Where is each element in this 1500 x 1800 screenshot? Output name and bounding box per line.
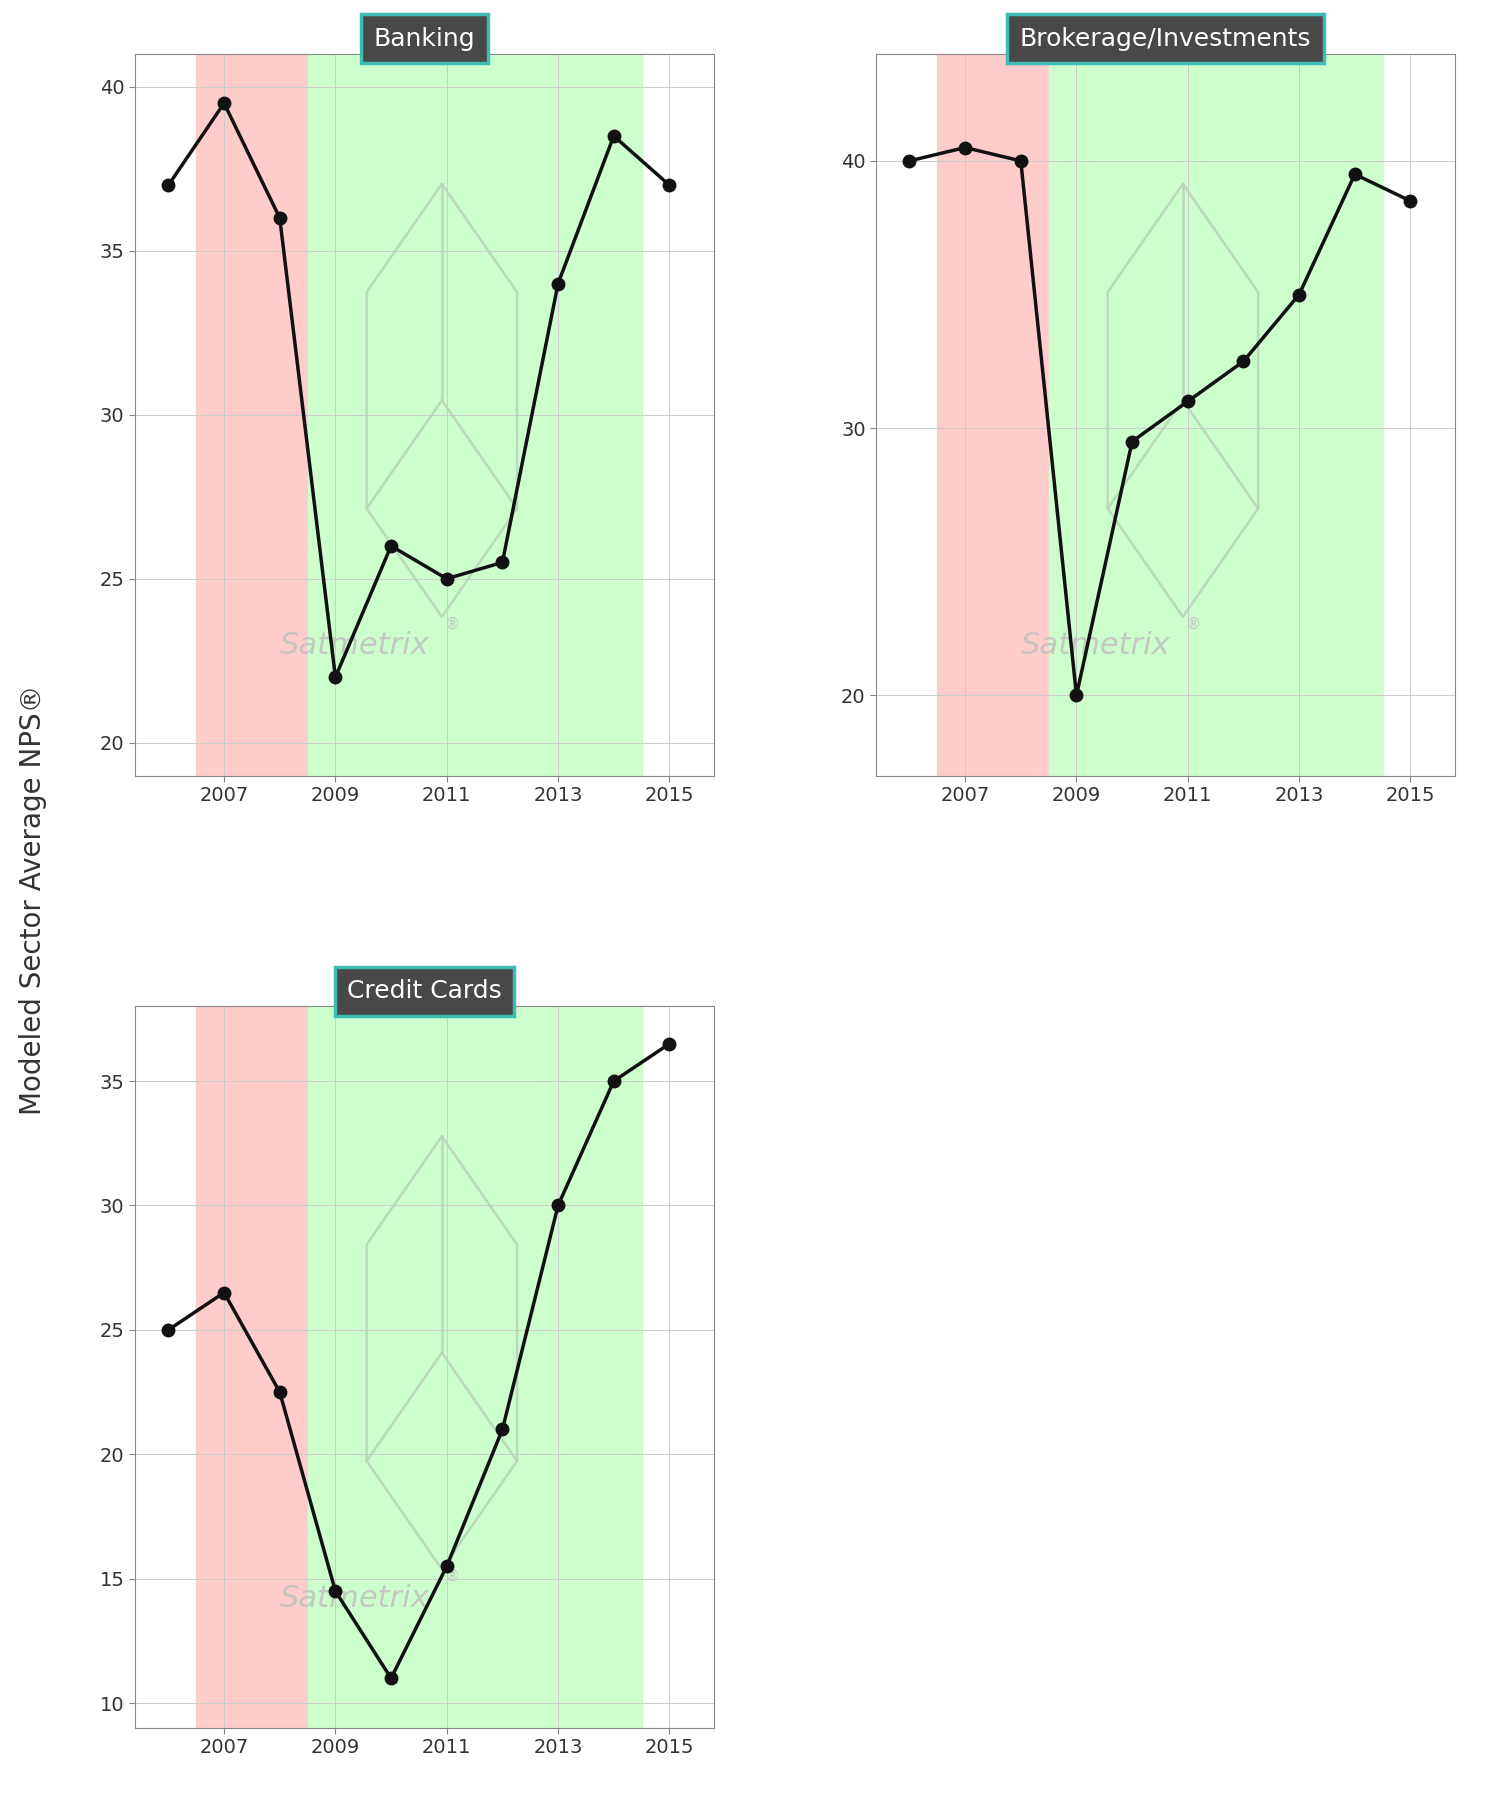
Bar bbox=[308, 54, 642, 776]
Title: Credit Cards: Credit Cards bbox=[346, 979, 502, 1003]
Text: Satmetrix: Satmetrix bbox=[1022, 632, 1172, 661]
Title: Banking: Banking bbox=[374, 27, 476, 50]
Text: ®: ® bbox=[1186, 617, 1202, 632]
Bar bbox=[938, 54, 1048, 776]
Title: Brokerage/Investments: Brokerage/Investments bbox=[1020, 27, 1311, 50]
Bar bbox=[308, 1006, 642, 1728]
Text: Modeled Sector Average NPS®: Modeled Sector Average NPS® bbox=[20, 684, 46, 1116]
Bar bbox=[1048, 54, 1383, 776]
Text: Satmetrix: Satmetrix bbox=[280, 632, 430, 661]
Bar bbox=[196, 1006, 308, 1728]
Text: ®: ® bbox=[444, 617, 460, 632]
Bar bbox=[196, 54, 308, 776]
Text: Satmetrix: Satmetrix bbox=[280, 1584, 430, 1613]
Text: ®: ® bbox=[444, 1570, 460, 1584]
